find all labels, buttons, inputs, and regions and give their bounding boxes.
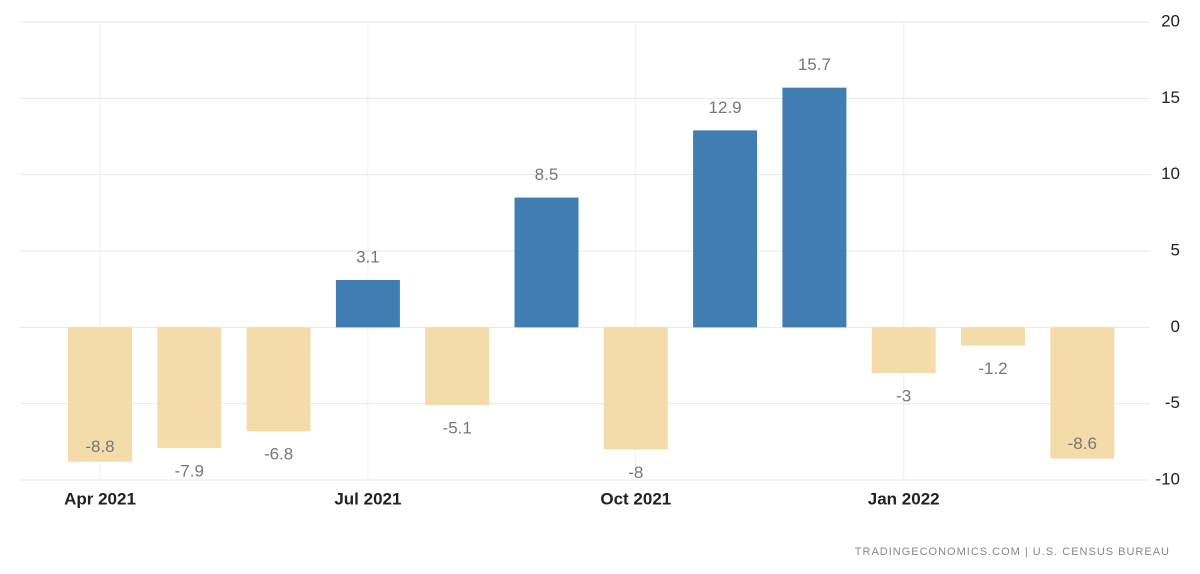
value-label: 3.1 [356, 247, 380, 266]
y-tick-label: 5 [1171, 240, 1180, 259]
y-tick-label: -5 [1165, 393, 1180, 412]
value-label: -5.1 [443, 419, 472, 438]
bar [961, 327, 1025, 346]
value-label: 15.7 [798, 55, 831, 74]
bar [514, 197, 579, 328]
y-tick-label: 0 [1171, 317, 1180, 336]
source: TRADINGECONOMICS.COM | U.S. CENSUS BUREA… [855, 546, 1170, 558]
value-label: -7.9 [175, 461, 204, 480]
value-label: -8.6 [1068, 434, 1097, 453]
value-label: -3 [896, 387, 911, 406]
value-label: -6.8 [264, 445, 293, 464]
x-tick-label: Jan 2022 [868, 489, 940, 508]
bar [335, 280, 400, 328]
bar [425, 327, 490, 406]
bar [1050, 327, 1115, 459]
bar [782, 87, 847, 328]
bar [246, 327, 311, 432]
x-tick-label: Apr 2021 [64, 489, 136, 508]
value-label: 12.9 [709, 98, 742, 117]
value-label: -8.8 [85, 437, 114, 456]
value-label: -1.2 [978, 359, 1007, 378]
value-label: 8.5 [535, 165, 559, 184]
bar [871, 327, 936, 374]
bar [603, 327, 668, 450]
x-tick-label: Jul 2021 [334, 489, 401, 508]
y-tick-label: 15 [1161, 88, 1180, 107]
y-tick-label: 20 [1161, 11, 1180, 30]
value-label: -8 [628, 463, 643, 482]
x-tick-label: Oct 2021 [600, 489, 671, 508]
bar [157, 327, 222, 448]
y-tick-label: -10 [1155, 469, 1180, 488]
y-tick-label: 10 [1161, 164, 1180, 183]
bar [693, 130, 758, 328]
bar [68, 327, 132, 462]
